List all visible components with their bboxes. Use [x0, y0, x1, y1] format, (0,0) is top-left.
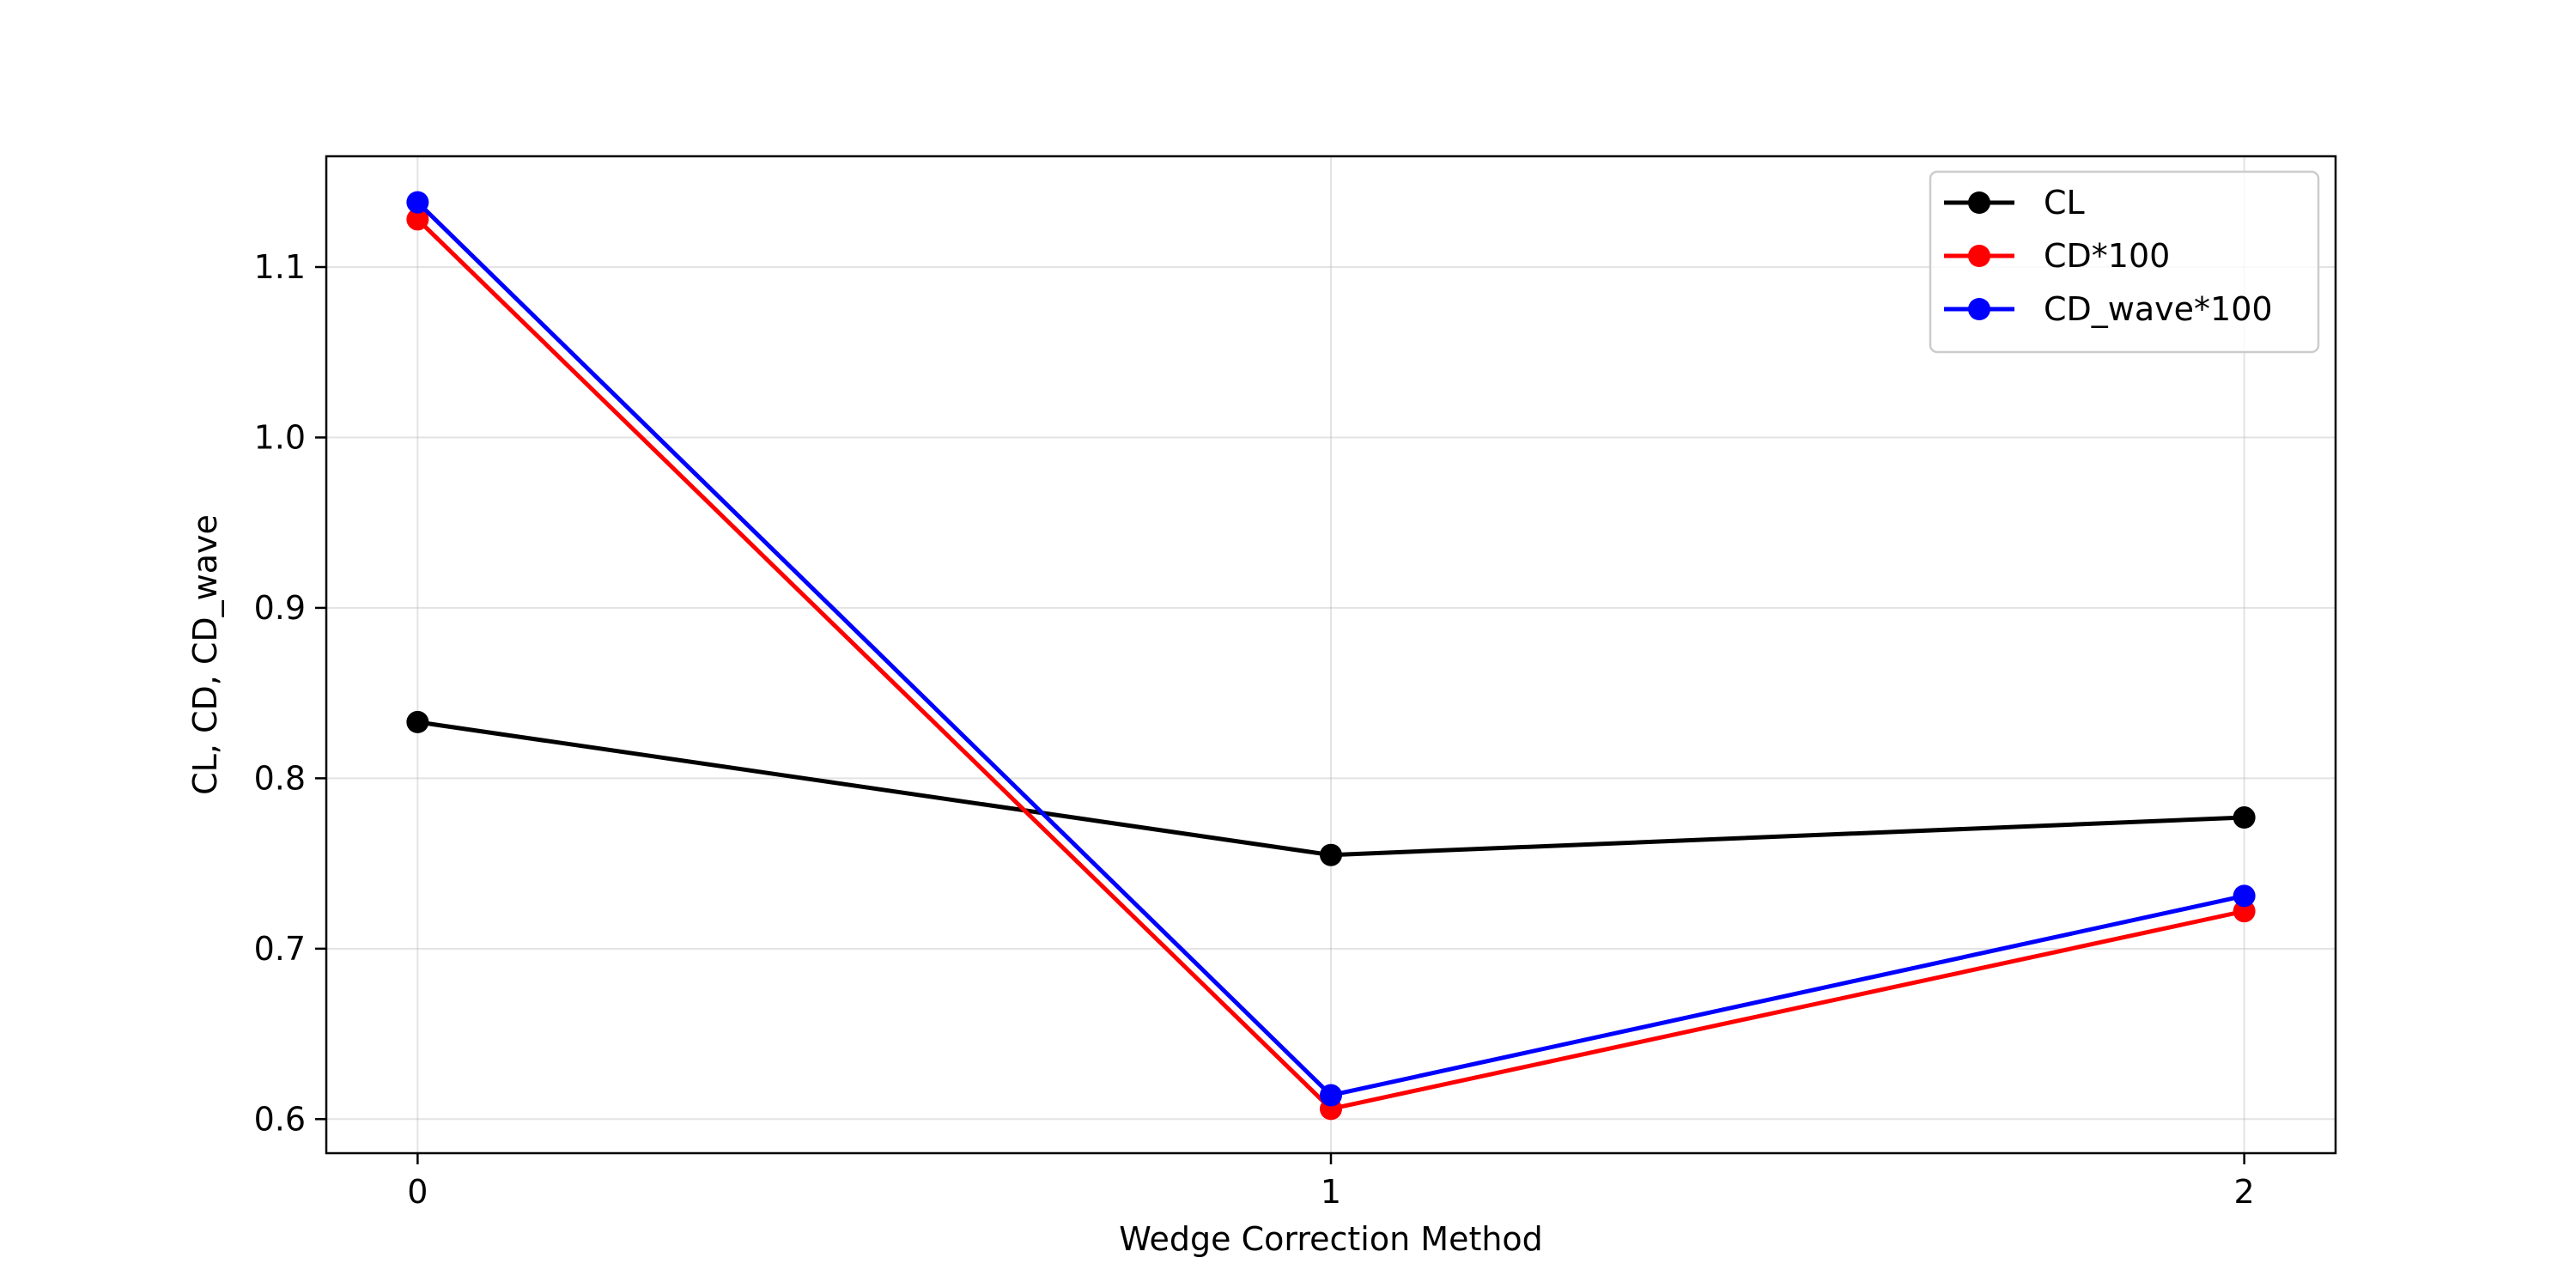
y-tick-label: 1.1 [254, 248, 306, 286]
legend-marker [1968, 245, 1990, 267]
data-point [406, 191, 429, 214]
y-tick-label: 0.8 [254, 759, 306, 797]
legend: CL CD*100 CD_wave*100 [1929, 170, 2320, 354]
legend-marker [1968, 191, 1990, 214]
x-tick-label: 2 [2234, 1173, 2255, 1211]
y-tick-label: 1.0 [254, 418, 306, 456]
legend-entry: CD*100 [1944, 237, 2170, 275]
data-point [406, 208, 429, 231]
data-point [2233, 900, 2256, 923]
legend-marker [1968, 298, 1990, 320]
x-axis-label: Wedge Correction Method [1119, 1220, 1543, 1258]
legend-label: CD*100 [2044, 237, 2170, 275]
data-point [1320, 1084, 1342, 1107]
data-point [406, 710, 429, 733]
series-cl [406, 710, 2256, 866]
legend-entry: CL [1944, 184, 2085, 222]
y-tick-label: 0.6 [254, 1100, 306, 1138]
y-tick-label: 0.9 [254, 589, 306, 627]
data-point [1320, 843, 1342, 866]
legend-label: CD_wave*100 [2044, 290, 2273, 328]
y-tick-label: 0.7 [254, 930, 306, 968]
legend-entry: CD_wave*100 [1944, 290, 2273, 328]
x-axis-ticks: 0 1 2 [407, 1153, 2255, 1211]
series-layer [406, 191, 2256, 1121]
data-point [2233, 806, 2256, 829]
x-tick-label: 0 [407, 1173, 428, 1211]
legend-label: CL [2044, 184, 2085, 222]
y-axis-ticks: 0.6 0.7 0.8 0.9 1.0 1.1 [254, 248, 326, 1138]
x-tick-label: 1 [1321, 1173, 1341, 1211]
series-cd-wave-100 [406, 191, 2256, 1107]
legend-box [1929, 170, 2320, 354]
y-axis-label: CL, CD, CD_wave [186, 514, 224, 795]
data-point [2233, 884, 2256, 908]
